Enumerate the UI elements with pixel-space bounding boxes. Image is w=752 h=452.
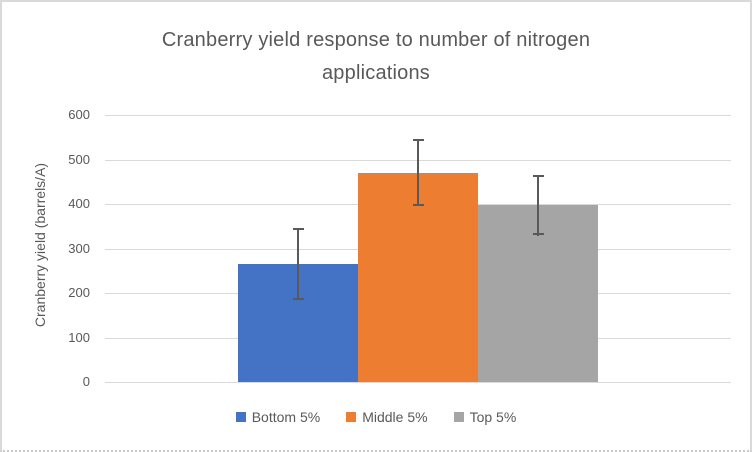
legend-label: Middle 5% xyxy=(362,409,428,425)
y-tick-label-500: 500 xyxy=(68,152,90,167)
y-tick-label-0: 0 xyxy=(82,374,90,389)
error-bar-line-3 xyxy=(537,175,539,236)
y-tick-label-300: 300 xyxy=(68,241,90,256)
legend-item-middle-5-: Middle 5% xyxy=(346,409,428,425)
legend-swatch-icon xyxy=(235,412,246,422)
plot-area xyxy=(105,115,731,383)
error-bar-cap-1-top xyxy=(293,228,304,230)
legend-swatch-icon xyxy=(346,412,357,422)
error-bar-cap-2-top xyxy=(413,139,424,141)
gridline-y-0 xyxy=(105,382,731,383)
error-bar-cap-1-bottom xyxy=(293,298,304,300)
legend-item-bottom-5-: Bottom 5% xyxy=(235,409,321,425)
error-bar-line-1 xyxy=(297,228,299,299)
gridline-y-600 xyxy=(105,115,731,116)
y-tick-label-200: 200 xyxy=(68,285,90,300)
error-bar-line-2 xyxy=(417,139,419,206)
legend-item-top-5-: Top 5% xyxy=(453,409,517,425)
error-bar-cap-2-bottom xyxy=(413,204,424,206)
y-tick-label-400: 400 xyxy=(68,196,90,211)
legend-label: Bottom 5% xyxy=(251,409,321,425)
chart-title-text: Cranberry yield response to number of ni… xyxy=(161,29,591,84)
y-tick-label-600: 600 xyxy=(68,107,90,122)
bar-middle-5- xyxy=(358,173,478,382)
chart-title: Cranberry yield response to number of ni… xyxy=(2,24,750,90)
chart-legend: Bottom 5% Middle 5% Top 5% xyxy=(2,409,750,425)
y-tick-label-100: 100 xyxy=(68,330,90,345)
error-bar-cap-3-top xyxy=(533,175,544,177)
error-bar-cap-3-bottom xyxy=(533,233,544,235)
legend-swatch-icon xyxy=(453,412,464,422)
legend-label: Top 5% xyxy=(469,409,517,425)
